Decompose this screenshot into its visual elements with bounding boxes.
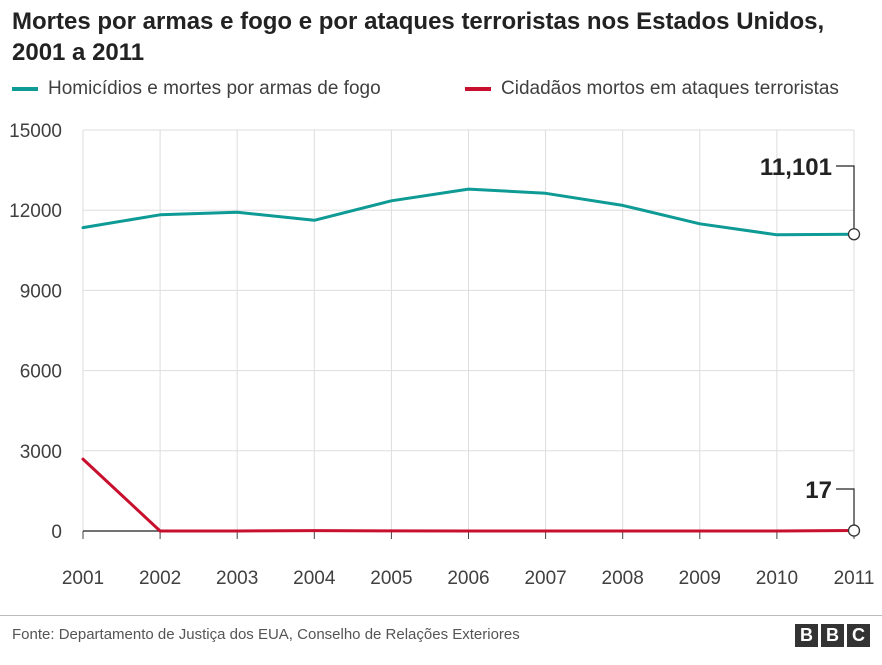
x-tick-label: 2007 — [524, 568, 566, 589]
callout-label-firearm-deaths: 11,101 — [760, 154, 832, 181]
callout-label-terrorism-deaths: 17 — [805, 477, 832, 504]
y-tick-label: 9000 — [20, 281, 62, 302]
bbc-logo-letter: B — [795, 624, 818, 647]
legend-swatch-firearm-deaths — [12, 87, 38, 91]
x-tick-label: 2004 — [293, 568, 336, 589]
series-line-firearm-deaths — [81, 187, 856, 237]
endpoint-marker-terrorism-deaths — [847, 524, 861, 537]
legend-item-firearm-deaths: Homicídios e mortes por armas de fogo — [12, 78, 381, 100]
x-tick-label: 2003 — [216, 568, 258, 589]
y-tick-label: 6000 — [20, 362, 62, 383]
callout-leader-firearm-deaths — [836, 165, 855, 235]
legend-swatch-terrorism-deaths — [465, 87, 491, 91]
legend-label-terrorism-deaths: Cidadãos mortos em ataques terroristas — [501, 78, 839, 99]
series-line-terrorism-deaths — [81, 457, 856, 533]
x-tick-label: 2002 — [139, 568, 181, 589]
x-tick-label: 2001 — [62, 568, 104, 589]
legend-item-terrorism-deaths: Cidadãos mortos em ataques terroristas — [465, 78, 839, 100]
line-chart: 0 3000 6000 9000 12000 15000 2001 2002 2003 2004 2… — [9, 121, 875, 589]
x-tick-label: 2008 — [602, 568, 644, 589]
y-tick-label: 0 — [51, 522, 62, 543]
endpoint-marker-firearm-deaths — [847, 228, 861, 241]
x-tick-label: 2011 — [834, 568, 875, 589]
x-tick-label: 2010 — [756, 568, 798, 589]
bbc-logo-letter: B — [821, 624, 844, 647]
x-tick-label: 2009 — [679, 568, 721, 589]
callout-leader-terrorism-deaths — [836, 488, 855, 531]
y-tick-label: 3000 — [20, 442, 62, 463]
legend-label-firearm-deaths: Homicídios e mortes por armas de fogo — [48, 78, 381, 99]
source-note: Fonte: Departamento de Justiça dos EUA, … — [12, 626, 520, 643]
x-tick-label: 2005 — [370, 568, 412, 589]
y-tick-label: 12000 — [9, 201, 62, 222]
legend: Homicídios e mortes por armas de fogo Ci… — [12, 78, 878, 106]
bbc-logo: B B C — [795, 624, 870, 647]
chart-title: Mortes por armas e fogo e por ataques te… — [12, 8, 825, 66]
footer-divider — [0, 615, 882, 616]
bbc-logo-letter: C — [847, 624, 870, 647]
x-tick-label: 2006 — [447, 568, 489, 589]
y-tick-label: 15000 — [9, 121, 62, 142]
